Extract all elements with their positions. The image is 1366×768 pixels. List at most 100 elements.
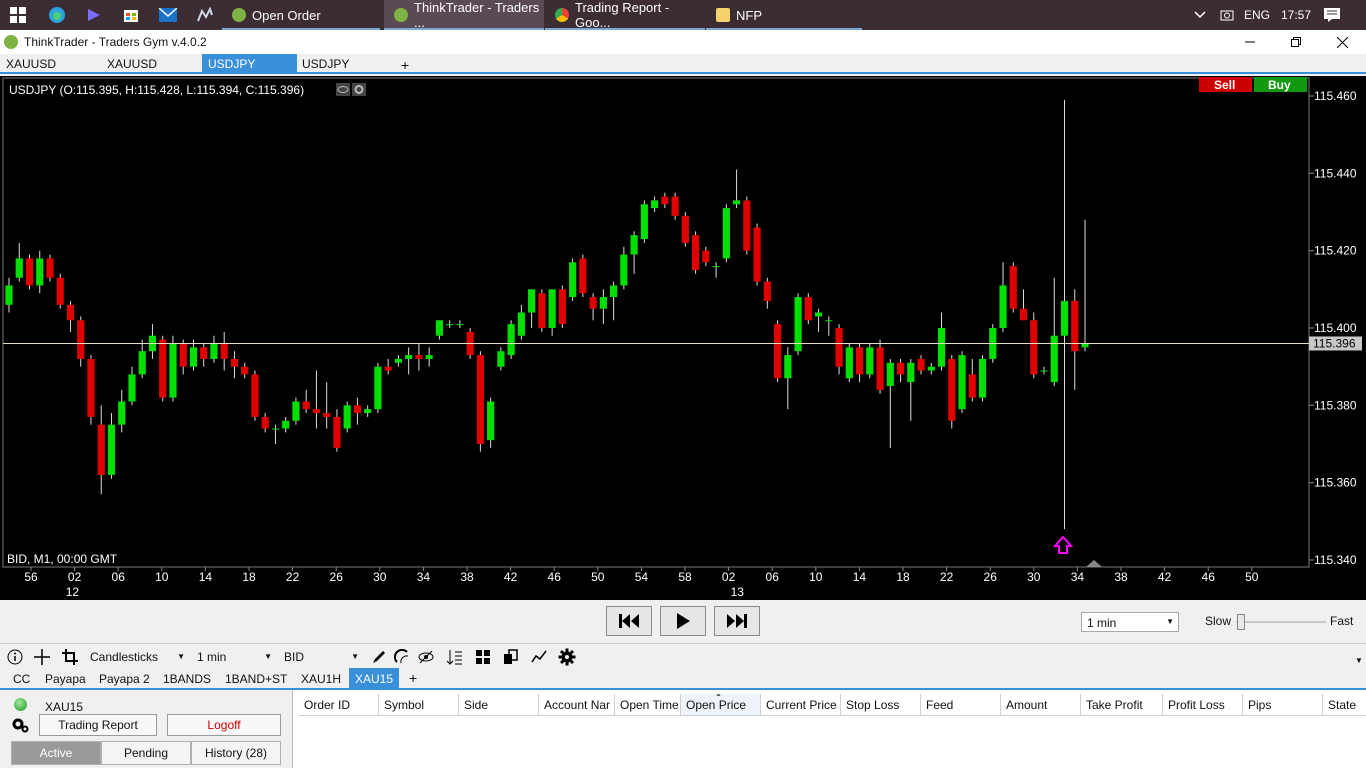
symbol-tab[interactable]: XAUUSD	[107, 57, 158, 71]
notifications-icon[interactable]	[1324, 0, 1340, 30]
language-indicator[interactable]: ENG	[1244, 8, 1271, 22]
play-button[interactable]	[660, 606, 706, 636]
template-tab[interactable]: Payapa	[45, 672, 86, 686]
app-launcher-icon[interactable]	[84, 5, 104, 25]
store-icon[interactable]	[121, 5, 141, 25]
column-header[interactable]: State	[1323, 694, 1366, 716]
camera-icon[interactable]	[1220, 0, 1234, 30]
info-icon[interactable]	[5, 647, 25, 667]
minimize-button[interactable]	[1227, 30, 1273, 54]
symbol-tab[interactable]: XAUUSD	[6, 57, 57, 71]
orders-tab-pending[interactable]: Pending	[101, 741, 191, 765]
x-tick-label: 26	[984, 570, 998, 584]
sort-lines-icon[interactable]	[445, 647, 465, 667]
taskbar-app-trading-report[interactable]: Trading Report - Goo...	[545, 0, 705, 30]
logoff-button[interactable]: Logoff	[167, 714, 281, 736]
candle-body	[5, 285, 13, 305]
candle-body	[507, 324, 515, 356]
candle-body	[230, 358, 239, 367]
candle-body	[599, 297, 607, 309]
add-tab-plus-icon[interactable]: +	[401, 57, 410, 73]
candle-body	[569, 262, 577, 298]
template-tab[interactable]: Payapa 2	[99, 672, 150, 686]
candle-body	[763, 281, 771, 301]
crosshair-icon[interactable]	[32, 647, 52, 667]
chart-type-select[interactable]: Candlesticks ▼	[85, 647, 189, 667]
buy-button[interactable]	[1254, 77, 1307, 92]
x-tick-label: 54	[635, 570, 649, 584]
windows-start-icon[interactable]	[8, 5, 28, 25]
orders-tab-history[interactable]: History (28)	[191, 741, 281, 765]
template-tab-active[interactable]: XAU15	[349, 668, 400, 689]
taskbar-app-thinktrader[interactable]: ThinkTrader - Traders ...	[384, 0, 544, 30]
close-button[interactable]	[1319, 30, 1365, 54]
speed-slider-thumb[interactable]	[1236, 614, 1245, 630]
pencil-icon[interactable]	[369, 647, 389, 667]
column-header[interactable]: Account Nar	[539, 694, 615, 716]
chevron-down-icon[interactable]: ▼	[1355, 656, 1363, 665]
playback-timeframe-select[interactable]: 1 min ▼	[1081, 612, 1179, 632]
column-header[interactable]: Current Price	[761, 694, 841, 716]
taskbar-app-nfp[interactable]: NFP	[706, 0, 862, 30]
candle	[1030, 312, 1038, 379]
chevron-down-icon: ▼	[177, 652, 185, 661]
magnet-icon[interactable]	[392, 647, 412, 667]
column-header[interactable]: Feed	[921, 694, 1001, 716]
column-header[interactable]: Stop Loss	[841, 694, 921, 716]
template-tab[interactable]: XAU1H	[301, 672, 342, 686]
taskbar-app-open-order[interactable]: Open Order	[222, 0, 380, 30]
column-header[interactable]: Side	[459, 694, 539, 716]
grid-layout-icon[interactable]	[473, 647, 493, 667]
hide-drawings-eye-icon[interactable]	[416, 647, 436, 667]
add-template-plus-icon[interactable]: +	[409, 670, 418, 686]
column-header[interactable]: Symbol	[379, 694, 459, 716]
skip-back-button[interactable]	[606, 606, 652, 636]
template-tabs: CC Payapa Payapa 2 1BANDS 1BAND+ST XAU1H…	[0, 668, 1366, 690]
chart-eye-icon[interactable]	[336, 83, 350, 96]
candle	[435, 320, 443, 340]
skip-forward-button[interactable]	[714, 606, 760, 636]
column-header[interactable]: Order ID	[299, 694, 379, 716]
timeframe-select[interactable]: 1 min ▼	[192, 647, 276, 667]
column-header[interactable]: Profit Loss	[1163, 694, 1243, 716]
orders-tab-active[interactable]: Active	[11, 741, 101, 765]
mail-icon[interactable]	[158, 5, 178, 25]
column-header[interactable]: Take Profit	[1081, 694, 1163, 716]
y-tick-label: 115.360	[1314, 476, 1357, 490]
column-header[interactable]: Pips	[1243, 694, 1323, 716]
price-type-select[interactable]: BID ▼	[279, 647, 363, 667]
candle	[128, 366, 136, 406]
column-header-sorted[interactable]: Open Price ▲	[681, 694, 761, 716]
restore-button[interactable]	[1273, 30, 1319, 54]
tray-chevron-icon[interactable]	[1194, 0, 1206, 30]
chrome-icon	[555, 8, 569, 22]
candle-body	[56, 277, 64, 305]
account-settings-gears-icon[interactable]	[11, 716, 29, 734]
column-header[interactable]: Open Time	[615, 694, 681, 716]
column-header[interactable]: Amount	[1001, 694, 1081, 716]
slow-label: Slow	[1205, 614, 1232, 628]
candle-body	[118, 401, 126, 425]
crop-icon[interactable]	[60, 647, 80, 667]
price-chart[interactable]: 115.460 115.440 115.420 115.400 115.380 115.3…	[0, 76, 1366, 600]
clock[interactable]: 17:57	[1281, 8, 1312, 22]
indicators-icon[interactable]	[529, 647, 549, 667]
symbol-tab[interactable]: USDJPY	[302, 57, 350, 71]
candle-body	[814, 312, 823, 317]
chart-settings-gear-icon[interactable]	[352, 83, 366, 96]
x-tick-label: 02	[68, 570, 82, 584]
edge-browser-icon[interactable]	[47, 5, 67, 25]
speed-slider-track[interactable]	[1236, 621, 1326, 623]
trading-report-button[interactable]: Trading Report	[39, 714, 157, 736]
template-tab[interactable]: 1BAND+ST	[225, 672, 288, 686]
template-tab[interactable]: CC	[13, 672, 31, 686]
template-tab[interactable]: 1BANDS	[163, 672, 212, 686]
settings-gear-icon[interactable]	[557, 647, 577, 667]
symbol-tab-active[interactable]: USDJPY	[202, 54, 297, 74]
candle	[784, 347, 792, 410]
performance-app-icon[interactable]	[195, 5, 215, 25]
sell-button[interactable]	[1199, 77, 1252, 92]
candle	[282, 416, 290, 433]
candle-body	[907, 362, 915, 383]
templates-icon[interactable]	[501, 647, 521, 667]
